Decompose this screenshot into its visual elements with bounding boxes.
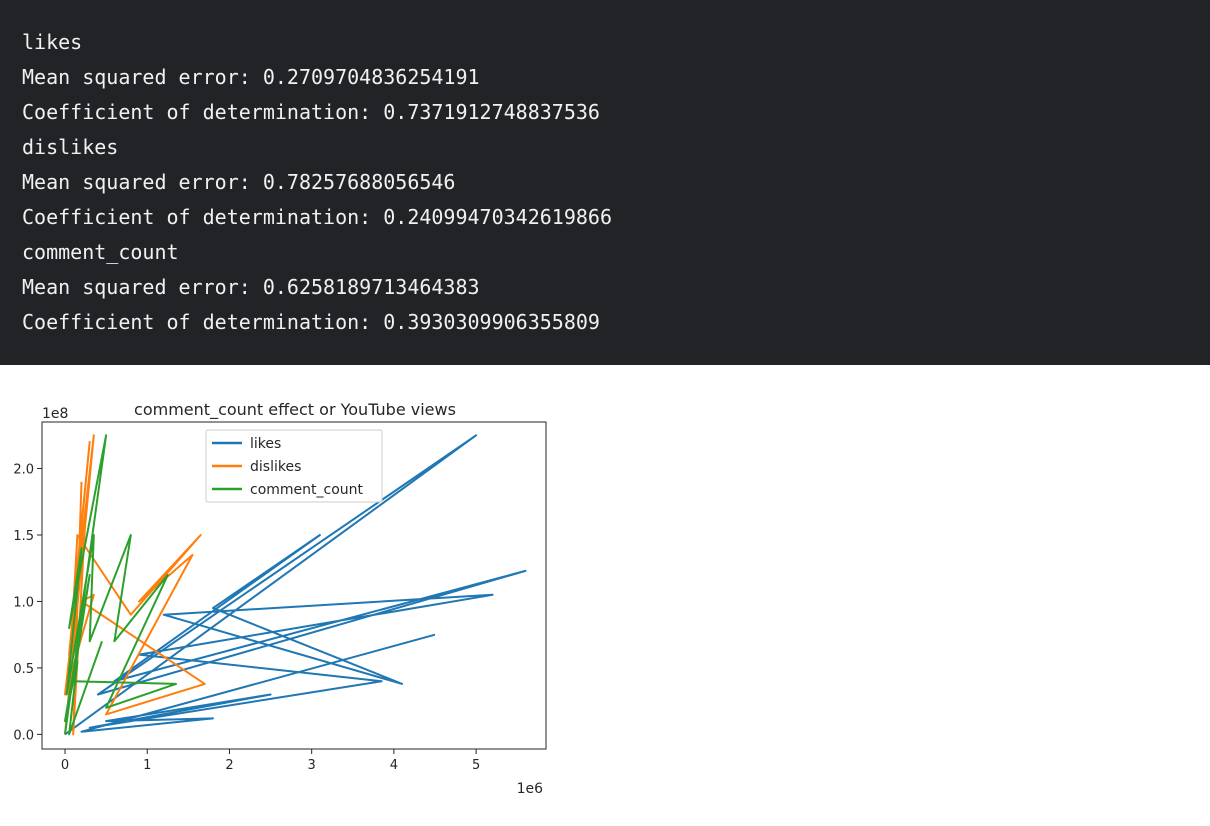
output-line: Mean squared error: 0.78257688056546 — [22, 170, 456, 194]
x-tick-label: 5 — [472, 758, 480, 773]
legend-label: dislikes — [250, 459, 301, 475]
output-line: Mean squared error: 0.6258189713464383 — [22, 275, 480, 299]
legend-label: likes — [250, 436, 281, 452]
legend: likes dislikes comment_count — [205, 429, 383, 503]
series-line-likes — [64, 434, 527, 736]
output-line: comment_count — [22, 240, 179, 264]
x-tick-label: 3 — [308, 758, 316, 773]
y-tick-label: 1.5 — [13, 529, 34, 544]
x-tick-label: 1 — [143, 758, 151, 773]
y-tick-label: 1.0 — [13, 595, 34, 610]
y-offset-label: 1e8 — [42, 406, 68, 422]
output-line: dislikes — [22, 135, 119, 159]
series-line-comment-count — [64, 434, 177, 736]
output-line: Mean squared error: 0.2709704836254191 — [22, 65, 480, 89]
legend-box — [205, 429, 383, 503]
output-line: Coefficient of determination: 0.24099470… — [22, 205, 613, 229]
x-tick-label: 2 — [225, 758, 233, 773]
x-axis: 0 1 2 3 4 5 — [61, 749, 480, 773]
x-tick-label: 0 — [61, 758, 69, 773]
chart-svg: comment_count effect or YouTube views 1e… — [13, 400, 547, 797]
legend-label: comment_count — [250, 482, 364, 498]
y-tick-label: 0.0 — [13, 728, 34, 743]
cell-output: likes Mean squared error: 0.270970483625… — [0, 0, 1210, 365]
output-line: Coefficient of determination: 0.73719127… — [22, 100, 600, 124]
y-tick-label: 0.5 — [13, 662, 34, 677]
plot-area-frame — [41, 421, 547, 750]
chart-figure: comment_count effect or YouTube views 1e… — [0, 390, 560, 810]
output-line: Coefficient of determination: 0.39303099… — [22, 310, 600, 334]
y-axis: 0.0 0.5 1.0 1.5 2.0 — [13, 463, 42, 743]
chart-title: comment_count effect or YouTube views — [134, 400, 456, 420]
output-line: likes — [22, 30, 83, 54]
x-tick-label: 4 — [390, 758, 398, 773]
y-tick-label: 2.0 — [13, 463, 34, 478]
x-offset-label: 1e6 — [517, 781, 544, 797]
series-layer — [64, 434, 527, 736]
